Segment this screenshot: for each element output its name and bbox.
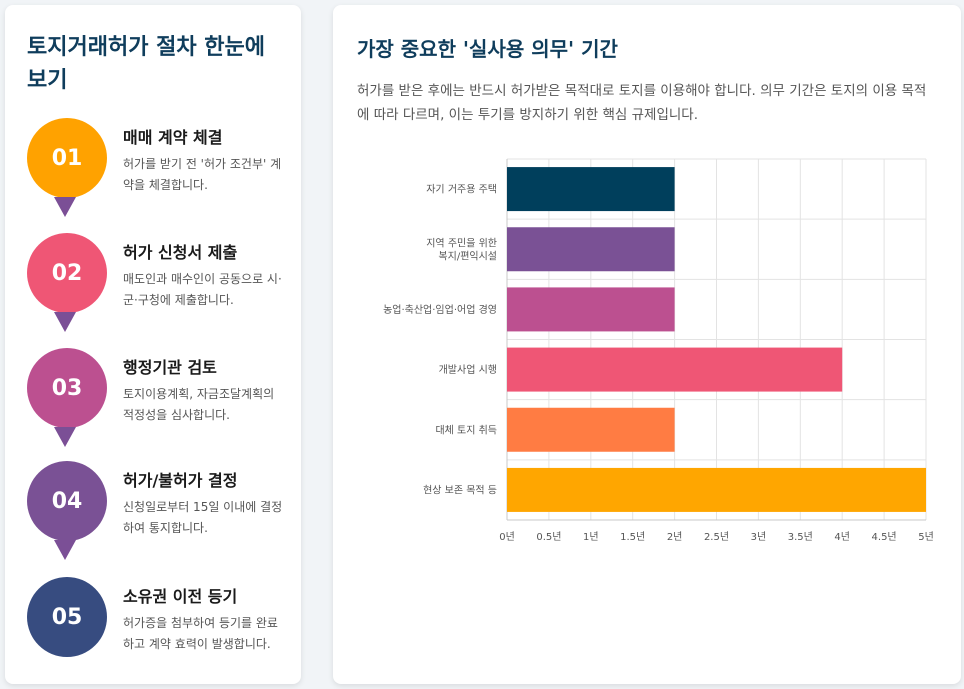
y-tick-label: 개발사업 시행: [439, 363, 497, 376]
step-1: 01 매매 계약 체결 허가를 받기 전 '허가 조건부' 계약을 체결합니다.: [5, 118, 301, 228]
x-tick-label: 3.5년: [788, 531, 813, 543]
x-tick-label: 4.5년: [872, 531, 897, 543]
step-pointer-icon: [54, 540, 76, 560]
x-tick-label: 0년: [499, 531, 515, 543]
x-tick-label: 2년: [667, 531, 683, 543]
usage-obligation-panel: 가장 중요한 '실사용 의무' 기간 허가를 받은 후에는 반드시 허가받은 목…: [333, 5, 961, 684]
y-tick-label: 현상 보존 목적 등: [423, 484, 497, 496]
step-2: 02 허가 신청서 제출 매도인과 매수인이 공동으로 시·군·구청에 제출합니…: [5, 233, 301, 343]
x-tick-label: 1.5년: [620, 531, 645, 543]
step-pointer-icon: [54, 427, 76, 447]
y-tick-label: 자기 거주용 주택: [426, 184, 497, 196]
step-4: 04 허가/불허가 결정 신청일로부터 15일 이내에 결정하여 통지합니다.: [5, 461, 301, 571]
bar: [507, 347, 843, 392]
chart-section-description: 허가를 받은 후에는 반드시 허가받은 목적대로 토지를 이용해야 합니다. 의…: [357, 83, 927, 123]
x-tick-label: 1년: [583, 531, 599, 543]
bar: [507, 167, 675, 212]
step-title: 행정기관 검토: [123, 358, 217, 377]
step-3: 03 행정기관 검토 토지이용계획, 자금조달계획의 적정성을 심사합니다.: [5, 348, 301, 458]
y-tick-label: 지역 주민을 위한: [426, 236, 497, 249]
step-description: 토지이용계획, 자금조달계획의 적정성을 심사합니다.: [123, 387, 275, 422]
x-tick-label: 2.5년: [704, 531, 729, 543]
step-description: 신청일로부터 15일 이내에 결정하여 통지합니다.: [123, 500, 283, 535]
step-number-badge: 01: [27, 118, 107, 198]
step-number-badge: 05: [27, 577, 107, 657]
step-number-badge: 02: [27, 233, 107, 313]
x-tick-label: 5년: [918, 531, 934, 543]
bar: [507, 467, 926, 512]
bar: [507, 287, 675, 332]
y-tick-label: 대체 토지 취득: [435, 424, 497, 436]
procedure-panel: 토지거래허가 절차 한눈에 보기 01 매매 계약 체결 허가를 받기 전 '허…: [5, 5, 301, 684]
bar: [507, 227, 675, 272]
x-tick-label: 0.5년: [536, 531, 561, 543]
y-tick-label: 농업·축산업·임업·어업 경영: [383, 303, 497, 316]
step-title: 매매 계약 체결: [123, 128, 223, 147]
step-pointer-icon: [54, 197, 76, 217]
y-tick-label: 복지/편익시설: [438, 250, 497, 262]
step-description: 허가증을 첨부하여 등기를 완료하고 계약 효력이 발생합니다.: [123, 616, 278, 651]
step-title: 허가 신청서 제출: [123, 243, 238, 262]
step-number-badge: 03: [27, 348, 107, 428]
x-tick-label: 4년: [834, 531, 850, 543]
procedure-title: 토지거래허가 절차 한눈에 보기: [27, 35, 265, 93]
step-title: 허가/불허가 결정: [123, 471, 238, 490]
step-5: 05 소유권 이전 등기 허가증을 첨부하여 등기를 완료하고 계약 효력이 발…: [5, 577, 301, 687]
chart-section-title: 가장 중요한 '실사용 의무' 기간: [357, 37, 618, 61]
step-pointer-icon: [54, 312, 76, 332]
step-title: 소유권 이전 등기: [123, 587, 238, 606]
bar: [507, 407, 675, 452]
step-description: 허가를 받기 전 '허가 조건부' 계약을 체결합니다.: [123, 157, 282, 192]
x-tick-label: 3년: [751, 531, 767, 543]
step-description: 매도인과 매수인이 공동으로 시·군·구청에 제출합니다.: [123, 272, 282, 307]
step-number-badge: 04: [27, 461, 107, 541]
